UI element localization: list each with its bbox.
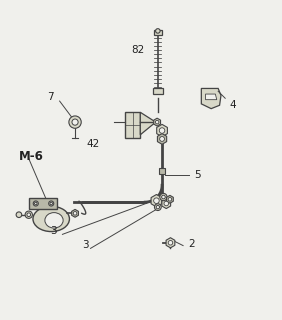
Bar: [153, 88, 163, 94]
Polygon shape: [29, 198, 57, 209]
Polygon shape: [157, 134, 167, 144]
Circle shape: [154, 198, 159, 204]
Circle shape: [168, 197, 172, 201]
Circle shape: [155, 120, 159, 124]
Circle shape: [33, 201, 38, 206]
Polygon shape: [166, 195, 173, 203]
Text: M-6: M-6: [19, 150, 44, 163]
Ellipse shape: [45, 212, 63, 228]
Circle shape: [27, 213, 30, 217]
Circle shape: [16, 212, 22, 218]
Polygon shape: [72, 209, 78, 217]
Circle shape: [50, 202, 52, 205]
Text: 4: 4: [229, 100, 236, 110]
Text: 7: 7: [47, 92, 54, 102]
Circle shape: [164, 201, 169, 206]
Circle shape: [159, 128, 165, 133]
Polygon shape: [157, 124, 168, 137]
Polygon shape: [154, 118, 160, 126]
Circle shape: [25, 211, 32, 218]
Text: 3: 3: [50, 226, 56, 236]
Polygon shape: [166, 238, 175, 248]
Text: 5: 5: [194, 170, 201, 180]
Ellipse shape: [33, 206, 69, 232]
Circle shape: [156, 205, 160, 209]
Circle shape: [156, 29, 160, 33]
Polygon shape: [206, 94, 217, 100]
Circle shape: [155, 204, 161, 211]
Text: 2: 2: [189, 239, 195, 249]
Circle shape: [168, 241, 173, 245]
Circle shape: [73, 212, 77, 215]
Bar: [125, 112, 140, 138]
Bar: [159, 168, 166, 174]
Polygon shape: [140, 112, 156, 135]
Circle shape: [34, 202, 37, 205]
Polygon shape: [201, 88, 221, 109]
Circle shape: [72, 119, 78, 125]
Text: 3: 3: [82, 240, 89, 250]
Circle shape: [69, 116, 81, 128]
Bar: [154, 30, 162, 35]
Text: 82: 82: [131, 45, 144, 55]
Text: 42: 42: [86, 140, 100, 149]
Polygon shape: [162, 198, 171, 209]
Circle shape: [160, 193, 167, 201]
Circle shape: [160, 137, 164, 141]
Polygon shape: [151, 195, 162, 207]
Circle shape: [49, 201, 54, 206]
Circle shape: [162, 195, 165, 199]
